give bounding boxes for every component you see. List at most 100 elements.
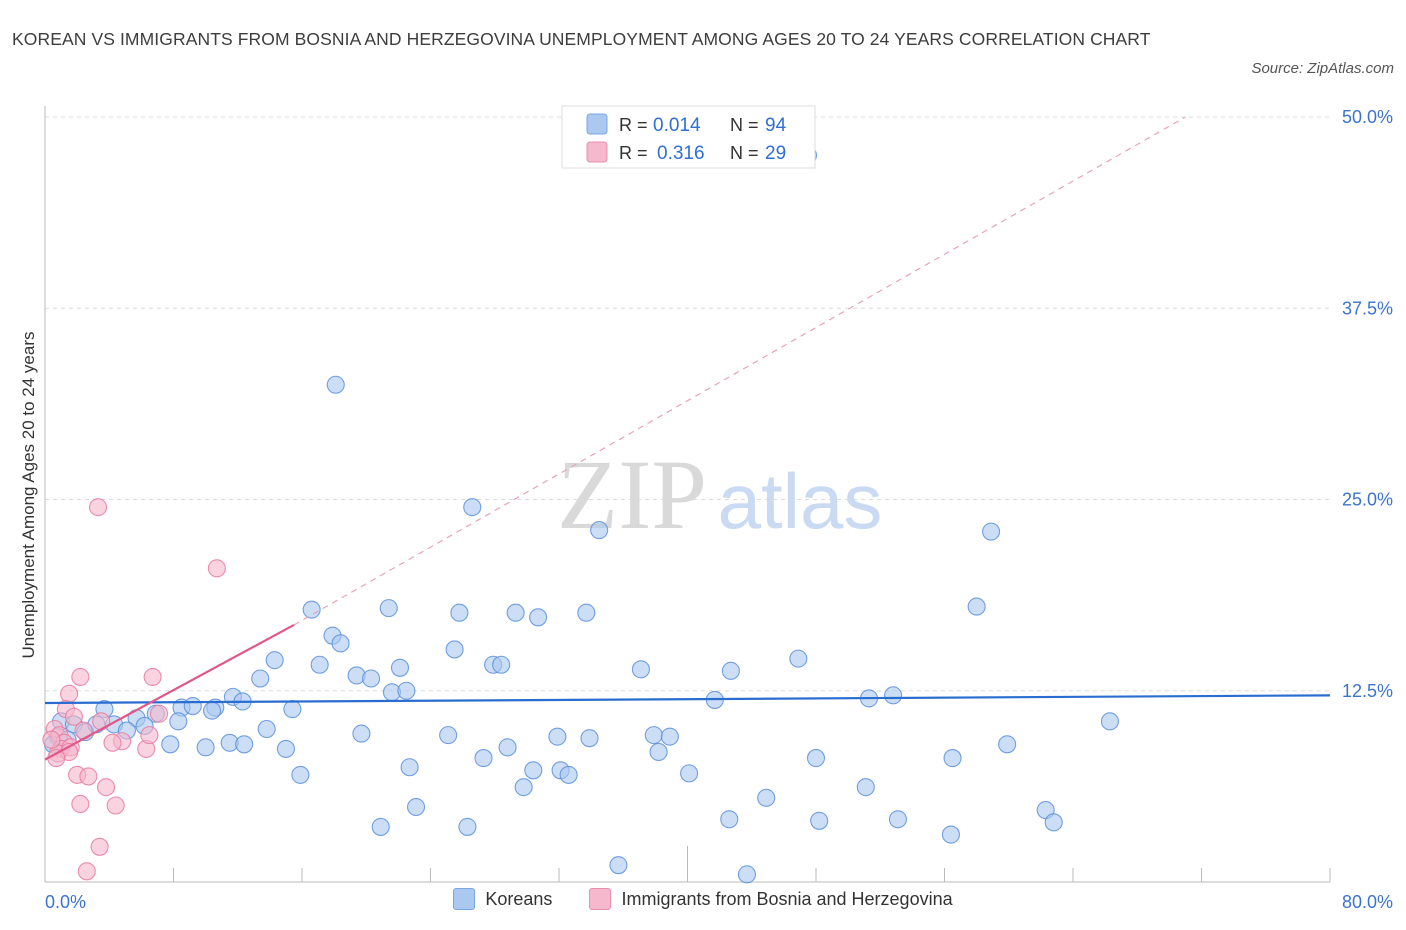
point-koreans [251, 669, 270, 688]
point-bosnia [207, 559, 226, 578]
point-koreans [362, 669, 381, 688]
point-koreans [474, 749, 493, 768]
point-koreans [720, 810, 739, 829]
legend-top: R = 0.014 N = 94 R = 0.316 N = 29 [561, 105, 816, 169]
point-bosnia [92, 712, 111, 731]
axes [44, 106, 1331, 883]
point-koreans [580, 729, 599, 748]
point-koreans [331, 634, 350, 653]
point-bosnia [79, 767, 98, 786]
point-koreans [943, 749, 962, 768]
point-koreans [458, 817, 477, 836]
point-koreans [196, 738, 215, 757]
legend-n-value: 29 [765, 143, 786, 164]
point-koreans [161, 735, 180, 754]
point-koreans [463, 498, 482, 517]
point-koreans [649, 742, 668, 762]
legend-r-value: 0.316 [657, 143, 705, 164]
watermark: ZIP atlas [557, 439, 882, 550]
point-koreans [529, 608, 548, 627]
point-koreans [390, 658, 410, 677]
chart-title: KOREAN VS IMMIGRANTS FROM BOSNIA AND HER… [12, 29, 1151, 49]
legend-swatch-koreans [586, 113, 608, 135]
point-koreans [283, 700, 302, 719]
point-bosnia [149, 704, 169, 723]
point-bosnia [106, 796, 125, 815]
legend-n-label: N = [730, 143, 759, 163]
point-koreans [577, 603, 596, 622]
point-koreans [506, 603, 525, 622]
point-bosnia [77, 862, 96, 881]
point-koreans [644, 726, 663, 745]
point-koreans [982, 522, 1001, 541]
legend-n-label: N = [730, 115, 759, 135]
trend-line-extension [293, 116, 1186, 626]
point-koreans [310, 655, 329, 674]
point-bosnia [71, 794, 90, 814]
point-koreans [450, 603, 469, 622]
point-koreans [371, 817, 390, 836]
point-koreans [721, 661, 740, 680]
point-koreans [998, 735, 1017, 754]
grid-lines [45, 116, 1330, 692]
point-koreans [884, 686, 903, 705]
point-koreans [397, 681, 416, 700]
point-koreans [660, 727, 679, 746]
point-bosnia [64, 707, 83, 726]
legend-label: Koreans [485, 888, 553, 909]
point-koreans [967, 597, 986, 616]
point-koreans [631, 660, 650, 679]
point-koreans [498, 738, 517, 757]
legend-item-bosnia: Immigrants from Bosnia and Herzegovina [589, 888, 953, 910]
y-tick-label: 25.0% [1342, 490, 1393, 510]
point-koreans [609, 856, 628, 875]
point-koreans [590, 521, 609, 540]
point-bosnia [60, 684, 79, 703]
point-koreans [235, 735, 254, 754]
point-koreans [291, 765, 310, 784]
y-tick-label: 50.0% [1342, 107, 1393, 127]
legend-r-label: R = [619, 143, 648, 163]
point-koreans [514, 778, 533, 797]
point-koreans [1044, 813, 1063, 832]
point-koreans [1100, 712, 1119, 731]
point-bosnia [143, 667, 162, 687]
legend-bottom: Koreans Immigrants from Bosnia and Herze… [0, 888, 1406, 915]
point-koreans [492, 655, 511, 674]
point-koreans [257, 719, 276, 739]
point-koreans [888, 810, 907, 829]
point-koreans [276, 739, 295, 758]
point-bosnia [96, 778, 116, 797]
point-koreans [757, 788, 776, 807]
point-bosnia [71, 667, 90, 687]
point-koreans [169, 712, 188, 731]
point-bosnia [88, 498, 108, 517]
legend-item-koreans: Koreans [453, 888, 552, 910]
point-koreans [406, 797, 426, 817]
legend-n-value: 94 [765, 115, 787, 136]
tick-labels: 12.5% 25.0% 37.5% 50.0% 0.0% 80.0% [45, 107, 1393, 912]
y-tick-label: 37.5% [1342, 298, 1393, 318]
point-koreans [302, 600, 321, 619]
watermark-zip: ZIP [557, 439, 707, 550]
point-koreans [183, 696, 202, 716]
source-label: Source: ZipAtlas.com [1251, 60, 1394, 77]
point-koreans [789, 649, 808, 668]
point-koreans [326, 375, 345, 394]
y-tick-label: 12.5% [1342, 681, 1393, 701]
point-koreans [548, 727, 567, 746]
legend-swatch-bosnia [586, 141, 608, 163]
point-koreans [203, 701, 222, 720]
point-koreans [439, 726, 458, 745]
legend-swatch [453, 888, 476, 910]
point-bosnia [90, 837, 109, 856]
point-koreans [680, 764, 699, 783]
legend-r-value: 0.014 [653, 115, 701, 136]
x-tick-label: 80.0% [1342, 892, 1393, 912]
point-koreans [445, 640, 464, 659]
point-koreans [524, 761, 543, 780]
watermark-atlas: atlas [718, 457, 883, 545]
point-bosnia [103, 733, 122, 752]
trend-lines [44, 116, 1331, 761]
point-koreans [559, 765, 578, 784]
